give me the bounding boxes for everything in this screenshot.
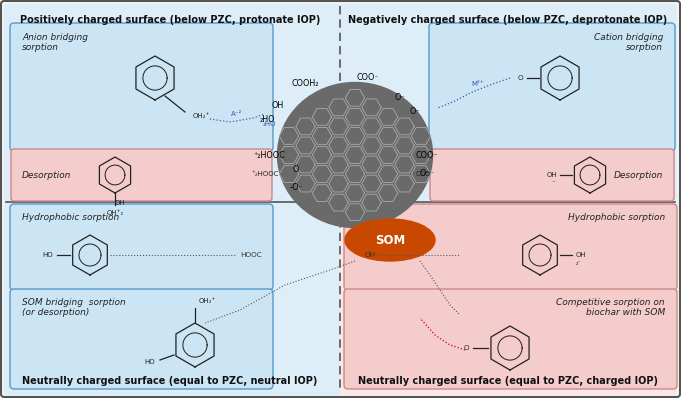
Text: HO: HO — [42, 252, 53, 258]
Text: O: O — [463, 345, 469, 351]
FancyBboxPatch shape — [10, 289, 273, 389]
Text: HO: HO — [144, 359, 155, 365]
FancyBboxPatch shape — [340, 4, 677, 204]
FancyBboxPatch shape — [4, 204, 340, 396]
Text: ₂HO: ₂HO — [263, 121, 276, 127]
Text: OH: OH — [115, 200, 125, 206]
FancyBboxPatch shape — [430, 149, 674, 201]
Text: HOOC: HOOC — [240, 252, 262, 258]
FancyBboxPatch shape — [429, 23, 675, 151]
Text: Negatively charged surface (below PZC, deprotonate IOP): Negatively charged surface (below PZC, d… — [349, 15, 667, 25]
Text: OH₂⁺: OH₂⁺ — [193, 113, 210, 119]
Text: Desorption: Desorption — [22, 170, 72, 179]
Text: SOM: SOM — [375, 234, 405, 246]
Text: Hydrophobic sorption: Hydrophobic sorption — [22, 213, 119, 222]
Text: Competitive sorption on
biochar with SOM: Competitive sorption on biochar with SOM — [556, 298, 665, 317]
Text: OH⁺₂: OH⁺₂ — [106, 210, 124, 216]
Text: OH: OH — [365, 252, 376, 258]
Ellipse shape — [345, 219, 435, 261]
Text: Positively charged surface (below PZC, protonate IOP): Positively charged surface (below PZC, p… — [20, 15, 320, 25]
Text: Neutrally charged surface (equal to PZC, neutral IOP): Neutrally charged surface (equal to PZC,… — [22, 376, 318, 386]
FancyBboxPatch shape — [4, 4, 340, 204]
FancyBboxPatch shape — [10, 23, 273, 151]
Text: -O⁻: -O⁻ — [289, 183, 303, 191]
Text: O: O — [293, 166, 299, 174]
Text: O: O — [518, 75, 523, 81]
Text: A⁻²: A⁻² — [232, 111, 242, 117]
Text: Desorption: Desorption — [614, 170, 663, 179]
Text: COO⁻: COO⁻ — [415, 171, 435, 177]
Text: COOH₂: COOH₂ — [291, 80, 319, 88]
Text: OH₂⁺: OH₂⁺ — [199, 298, 217, 304]
Text: OH: OH — [576, 252, 586, 258]
Text: Cation bridging
sorption: Cation bridging sorption — [594, 33, 663, 53]
FancyBboxPatch shape — [340, 204, 677, 396]
FancyBboxPatch shape — [10, 204, 273, 290]
Text: O⁻: O⁻ — [420, 168, 430, 178]
FancyBboxPatch shape — [11, 149, 272, 201]
Text: ⁻: ⁻ — [551, 180, 555, 186]
Text: OH: OH — [546, 172, 557, 178]
Text: ⁺₂HOOC: ⁺₂HOOC — [253, 150, 285, 160]
Text: SOM bridging  sorption
(or desorption): SOM bridging sorption (or desorption) — [22, 298, 126, 317]
Text: OH: OH — [272, 101, 284, 109]
Text: Anion bridging
sorption: Anion bridging sorption — [22, 33, 88, 53]
FancyBboxPatch shape — [344, 204, 677, 290]
Text: ⁺₂HOOC: ⁺₂HOOC — [252, 171, 279, 177]
Text: COO⁻: COO⁻ — [357, 74, 379, 82]
FancyBboxPatch shape — [344, 289, 677, 389]
Text: Hydrophobic sorption: Hydrophobic sorption — [568, 213, 665, 222]
Text: O⁻: O⁻ — [410, 107, 420, 117]
Text: M²⁺: M²⁺ — [472, 81, 484, 87]
Text: O⁻: O⁻ — [395, 94, 405, 103]
Text: ₂HO: ₂HO — [259, 115, 274, 125]
Text: COO⁻: COO⁻ — [415, 150, 438, 160]
Ellipse shape — [277, 82, 432, 228]
Text: ₂⁻: ₂⁻ — [576, 261, 582, 266]
Text: Neutrally charged surface (equal to PZC, charged IOP): Neutrally charged surface (equal to PZC,… — [358, 376, 658, 386]
